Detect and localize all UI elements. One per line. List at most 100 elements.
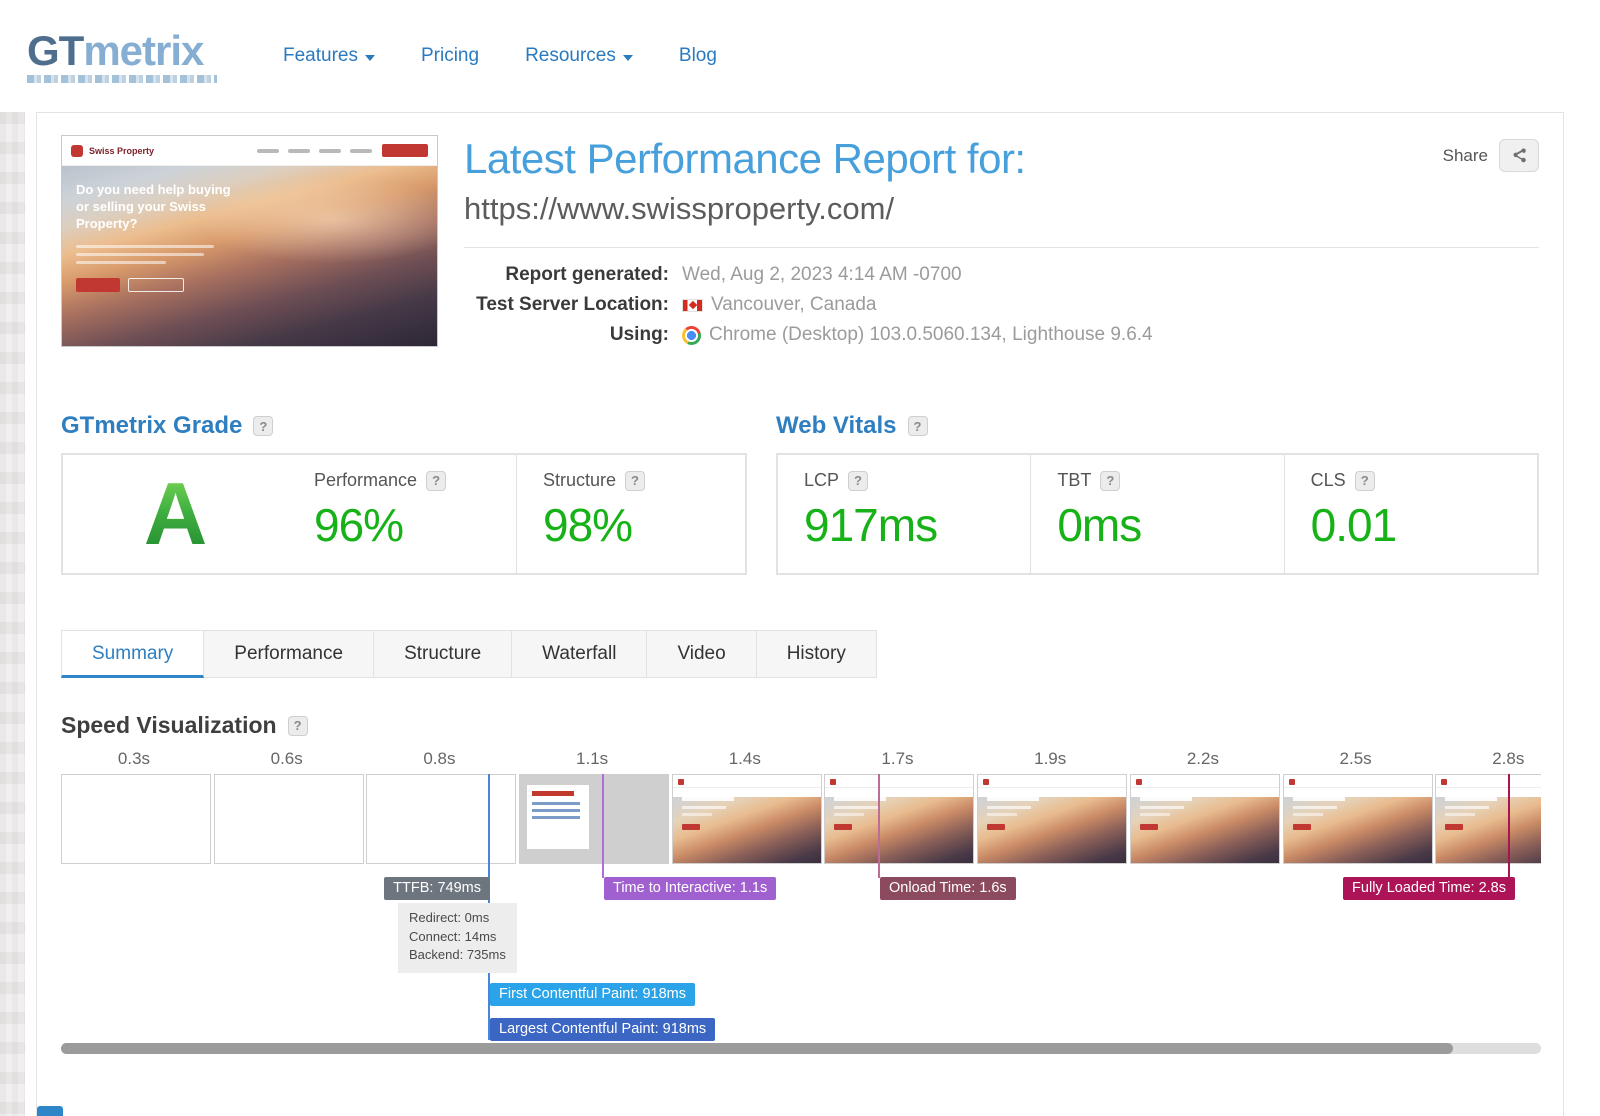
chevron-down-icon — [364, 54, 375, 61]
tti-marker-label: Time to Interactive: 1.1s — [604, 877, 777, 901]
chevron-down-icon — [622, 54, 633, 61]
timeline-label: 1.1s — [576, 749, 609, 769]
vitals-cls-cell: CLS? 0.01 — [1283, 455, 1537, 574]
page-title: Latest Performance Report for: — [464, 135, 1026, 182]
horizontal-scrollbar[interactable] — [61, 1043, 1541, 1055]
meta-value: Vancouver, Canada — [682, 294, 877, 316]
metric-value: 917ms — [804, 499, 938, 552]
report-card: Swiss Property Do you need help buying o… — [36, 112, 1564, 1116]
vitals-lcp-cell: LCP? 917ms — [778, 455, 1030, 573]
ttfb-marker-label: TTFB: 749ms — [384, 877, 490, 901]
logo-pixel-pattern — [27, 74, 217, 83]
frame-site-navbar — [1436, 775, 1541, 789]
metric-label: LCP? — [804, 470, 1030, 491]
metric-label: CLS? — [1311, 470, 1537, 491]
meta-value-text: Wed, Aug 2, 2023 4:14 AM -0700 — [682, 264, 962, 286]
frame-site-navbar — [672, 775, 821, 789]
ttfb-tooltip-line: Backend: 735ms — [409, 947, 506, 963]
frame-site-navbar — [978, 775, 1127, 789]
metric-label-text: Performance — [314, 470, 418, 491]
timeline-label: 0.3s — [117, 749, 151, 769]
help-icon[interactable]: ? — [253, 416, 274, 437]
share-button[interactable] — [1499, 139, 1539, 172]
timeline-label: 2.5s — [1339, 749, 1372, 769]
onload-marker-label: Onload Time: 1.6s — [880, 877, 1016, 901]
speed-visualization: 0.3s 0.6s 0.8s 1.1s 1.4s 1.7s 1.9s 2.2s 2.5s 2.8s… — [61, 747, 1541, 1059]
web-vitals-section-title: Web Vitals — [776, 412, 897, 440]
tab-performance[interactable]: Performance — [204, 630, 375, 679]
chrome-icon — [682, 325, 701, 345]
timeline-label: 2.8s — [1492, 749, 1525, 769]
metric-label-text: CLS — [1310, 470, 1346, 491]
fcp-marker-label: First Contentful Paint: 918ms — [490, 983, 695, 1007]
filmstrip-frame — [824, 774, 975, 865]
filmstrip-frame — [213, 774, 364, 865]
header-divider — [464, 247, 1539, 249]
share-label: Share — [1442, 145, 1488, 165]
filmstrip-frame — [1435, 774, 1541, 865]
meta-value: Chrome (Desktop) 103.0.5060.134, Lightho… — [682, 324, 1153, 346]
grade-section-title: GTmetrix Grade — [61, 412, 243, 440]
timeline-label: 1.4s — [728, 749, 761, 769]
filmstrip-frame — [366, 774, 517, 865]
help-icon[interactable]: ? — [848, 470, 869, 491]
site-logo-text: Swiss Property — [89, 145, 155, 156]
logo-metrix: metrix — [83, 26, 204, 74]
scrollbar-thumb[interactable] — [61, 1043, 1453, 1055]
help-icon[interactable]: ? — [625, 470, 646, 491]
help-icon[interactable]: ? — [1100, 470, 1121, 491]
site-hero-image: Do you need help buying or selling your … — [62, 166, 437, 346]
gtmetrix-grade-section: GTmetrix Grade ? A Performance? 96% Struct… — [61, 412, 747, 576]
nav-blog[interactable]: Blog — [678, 45, 717, 66]
partial-render-block — [527, 785, 590, 850]
help-icon[interactable]: ? — [426, 470, 447, 491]
nav-features[interactable]: Features — [283, 45, 375, 67]
frame-site-hero — [1436, 797, 1541, 864]
site-header: GTmetrix Features Pricing Resources Blog — [0, 0, 1600, 112]
web-vitals-panel: LCP? 917ms TBT? 0ms CLS? 0.01 — [776, 453, 1539, 576]
ttfb-tooltip-line: Connect: 14ms — [409, 928, 497, 944]
nav-resources[interactable]: Resources — [525, 45, 633, 67]
filmstrip-frame — [977, 774, 1128, 865]
site-logo-icon — [71, 144, 83, 157]
help-icon[interactable]: ? — [907, 416, 928, 437]
metric-value: 0ms — [1057, 499, 1142, 552]
tab-video[interactable]: Video — [647, 630, 757, 679]
site-cta-button — [382, 144, 428, 157]
report-url: https://www.swissproperty.com/ — [464, 191, 895, 227]
metric-label-text: Structure — [543, 470, 617, 491]
canada-flag-icon — [682, 298, 703, 312]
meta-label: Using: — [609, 324, 669, 346]
tab-structure[interactable]: Structure — [374, 630, 513, 679]
metric-label: Structure? — [543, 470, 745, 491]
timeline-label: 1.7s — [881, 749, 914, 769]
next-section-edge — [37, 1106, 63, 1116]
help-icon[interactable]: ? — [1354, 470, 1375, 491]
web-vitals-section: Web Vitals ? LCP? 917ms TBT? 0ms CLS? 0.01 — [776, 412, 1539, 576]
nav-pricing[interactable]: Pricing — [420, 45, 480, 66]
frame-site-hero — [978, 797, 1127, 864]
report-meta: Report generated: Wed, Aug 2, 2023 4:14 A… — [464, 264, 1539, 346]
report-tabs: Summary Performance Structure Waterfall Vide… — [61, 630, 1539, 679]
frame-site-navbar — [1130, 775, 1279, 789]
tab-waterfall[interactable]: Waterfall — [512, 630, 648, 679]
report-header: Swiss Property Do you need help buying o… — [61, 135, 1539, 354]
lcp-marker-label: Largest Contentful Paint: 918ms — [490, 1018, 716, 1042]
site-hero-title: Do you need help buying or selling your … — [76, 182, 231, 231]
site-screenshot-navbar: Swiss Property — [62, 136, 437, 166]
meta-row: Test Server Location: Vancouver, Canada — [464, 294, 1539, 316]
tab-history[interactable]: History — [756, 630, 877, 679]
tab-summary[interactable]: Summary — [61, 630, 205, 679]
gtmetrix-logo[interactable]: GTmetrix — [27, 26, 217, 83]
share-icon — [1510, 147, 1528, 165]
filmstrip-frame — [1282, 774, 1433, 865]
metric-label: Performance? — [314, 470, 516, 491]
timeline-label: 2.2s — [1186, 749, 1219, 769]
fully-loaded-marker-line — [1508, 774, 1510, 879]
grade-letter-cell: A — [63, 455, 288, 573]
help-icon[interactable]: ? — [287, 715, 308, 736]
metric-value: 96% — [314, 499, 404, 552]
frame-site-navbar — [825, 775, 974, 789]
metric-label-text: TBT — [1057, 470, 1092, 491]
meta-row: Report generated: Wed, Aug 2, 2023 4:14 A… — [464, 264, 1539, 286]
